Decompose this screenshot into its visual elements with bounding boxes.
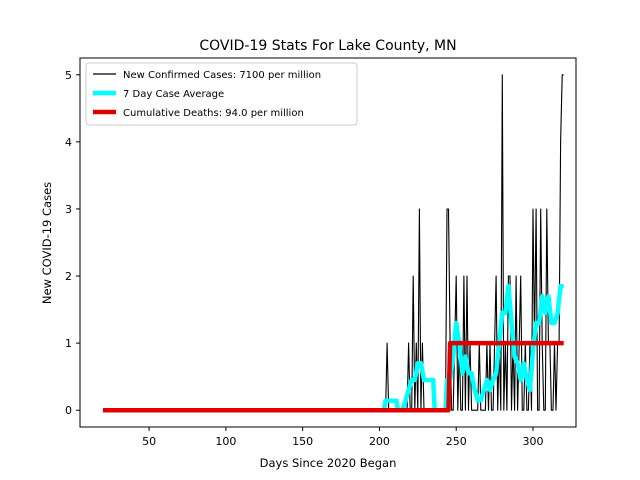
legend-label-7-day-average: 7 Day Case Average xyxy=(123,89,224,100)
y-axis-ticks: 0 1 2 3 4 5 xyxy=(65,69,80,417)
legend-box xyxy=(85,62,358,126)
y-tick-label: 5 xyxy=(65,69,72,82)
x-tick-label: 250 xyxy=(446,435,467,448)
x-tick-label: 100 xyxy=(215,435,236,448)
x-axis-ticks: 50 100 150 200 250 300 xyxy=(142,427,544,448)
legend-label-new-cases: New Confirmed Cases: 7100 per million xyxy=(123,70,321,81)
series-line-cumulative-deaths xyxy=(103,340,564,413)
chart-title: COVID-19 Stats For Lake County, MN xyxy=(199,38,456,54)
x-tick-label: 50 xyxy=(142,435,156,448)
x-tick-label: 300 xyxy=(523,435,544,448)
y-tick-label: 2 xyxy=(65,270,72,283)
x-tick-label: 200 xyxy=(369,435,390,448)
y-tick-label: 3 xyxy=(65,203,72,216)
series-line-new-cases xyxy=(103,74,564,411)
y-tick-label: 0 xyxy=(65,404,72,417)
plot-frame xyxy=(79,57,577,428)
y-axis-label: New COVID-19 Cases xyxy=(40,182,54,304)
x-axis-label: Days Since 2020 Began xyxy=(260,456,397,470)
x-tick-label: 150 xyxy=(292,435,313,448)
legend: New Confirmed Cases: 7100 per million 7 … xyxy=(85,62,358,126)
plot-lines xyxy=(103,74,564,413)
y-tick-label: 4 xyxy=(65,136,72,149)
y-tick-label: 1 xyxy=(65,337,72,350)
legend-label-cumulative-deaths: Cumulative Deaths: 94.0 per million xyxy=(123,108,304,119)
series-line-7-day-average xyxy=(103,283,564,413)
